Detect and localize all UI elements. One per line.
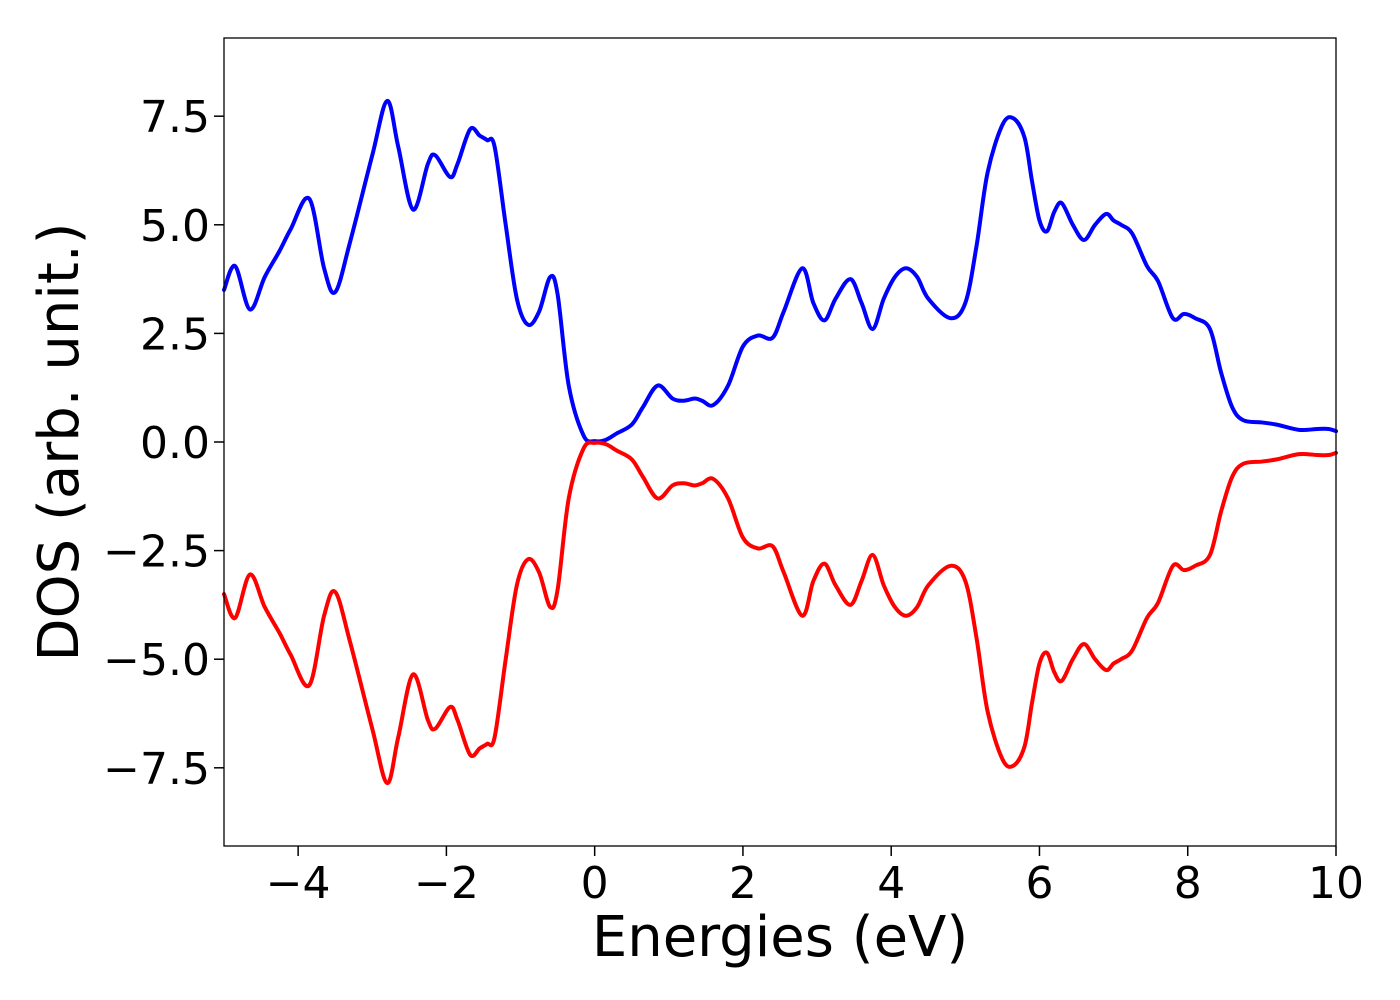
y-tick-label: 0.0 [140, 418, 210, 469]
x-tick-label: 0 [581, 858, 609, 909]
series-layer [222, 98, 1338, 786]
y-tick-label: −5.0 [103, 635, 210, 686]
x-tick-label: −4 [266, 858, 331, 909]
x-tick-label: 8 [1174, 858, 1202, 909]
x-tick-label: −2 [414, 858, 479, 909]
x-tick-label: 4 [877, 858, 905, 909]
x-tick-label: 6 [1025, 858, 1053, 909]
y-tick-label: −7.5 [103, 744, 210, 795]
y-tick-label: −2.5 [103, 527, 210, 578]
y-tick-label: 2.5 [140, 309, 210, 360]
y-tick-label: 5.0 [140, 201, 210, 252]
dos-series-spin-down-line [222, 440, 1338, 786]
y-tick-label: 7.5 [140, 92, 210, 143]
dos-series-spin-up-line [222, 98, 1338, 444]
x-tick-label: 10 [1308, 858, 1364, 909]
x-tick-label: 2 [729, 858, 757, 909]
plot-frame [223, 37, 1337, 847]
x-axis-title: Energies (eV) [592, 905, 968, 970]
y-axis-title: DOS (arb. unit.) [27, 222, 92, 661]
ticks-layer: −4 −2 0 2 4 6 8 10 −7.5 −5.0 −2.5 0.0 2.5 5.0 7.5 [103, 92, 1364, 909]
